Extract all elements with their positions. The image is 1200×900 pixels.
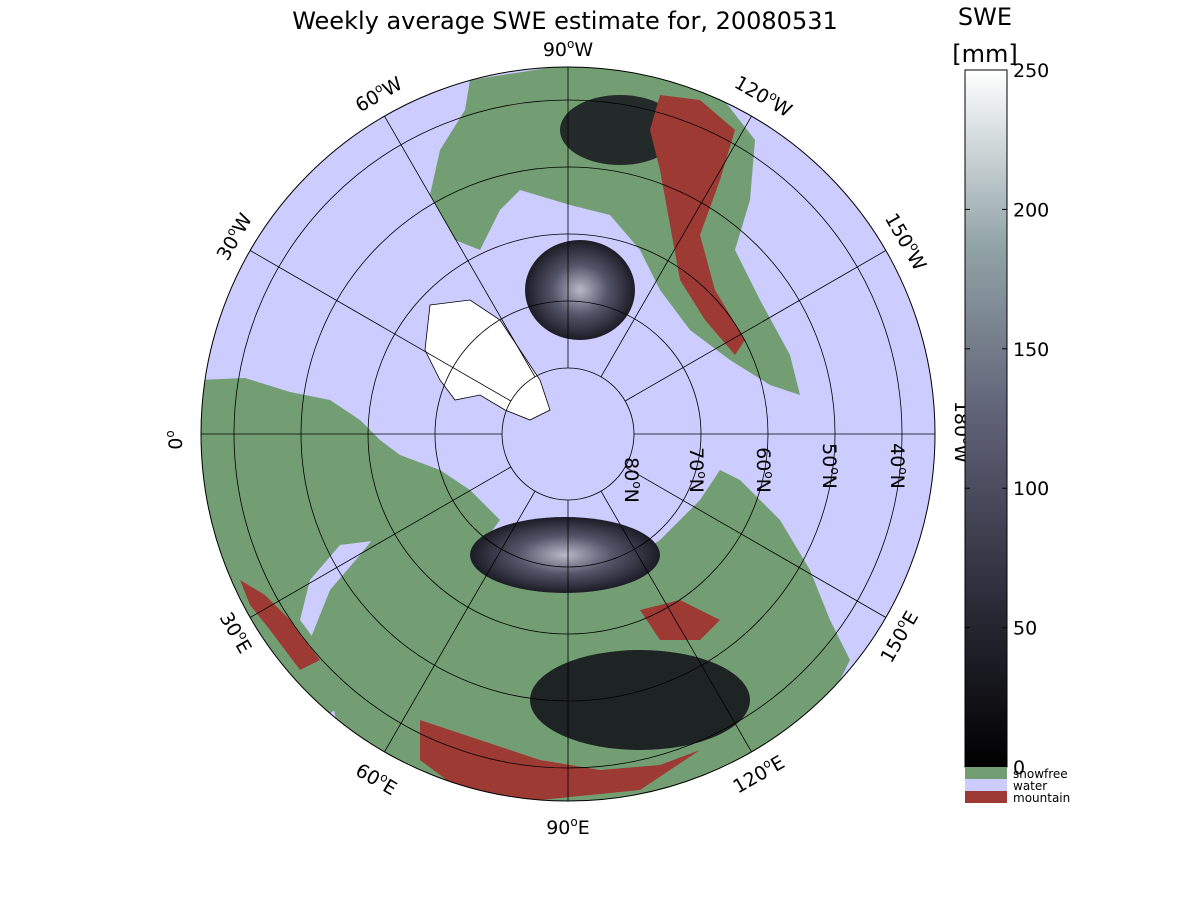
map-title: Weekly average SWE estimate for, 2008053… bbox=[292, 7, 838, 35]
lat-label-80n: 80oN bbox=[620, 457, 644, 503]
snow-cover-siberia bbox=[530, 650, 750, 750]
lon-label-0: 0o bbox=[163, 430, 187, 449]
legend-swatch-mountain bbox=[965, 791, 1007, 803]
snow-cover-arctic-archipelago bbox=[525, 240, 635, 340]
mountain-east-asia bbox=[640, 600, 720, 640]
lat-label-50n: 50oN bbox=[818, 443, 842, 489]
colorbar-tick-label: 150 bbox=[1013, 339, 1049, 361]
legend-label-water: water bbox=[1013, 779, 1047, 793]
meridian-line bbox=[624, 466, 887, 618]
legend-label-mountain: mountain bbox=[1013, 791, 1070, 805]
mountain-himalaya bbox=[420, 720, 700, 800]
colorbar-tick-label: 0 bbox=[1013, 757, 1025, 779]
lon-label-90e: 90oE bbox=[546, 815, 590, 839]
meridian-line bbox=[249, 250, 512, 402]
meridian-line bbox=[384, 490, 536, 753]
map-border bbox=[200, 66, 936, 802]
colorbar-label-swe: SWE bbox=[958, 3, 1012, 31]
lon-label-60e: 60oE bbox=[352, 758, 402, 801]
lat-label-40n: 40oN bbox=[886, 443, 910, 489]
polar-map bbox=[201, 67, 935, 801]
legend-swatch-snowfree bbox=[965, 767, 1007, 779]
latitude-labels: 80oN 70oN 60oN 50oN 40oN bbox=[620, 443, 910, 503]
lon-label-90w: 90oW bbox=[543, 37, 594, 61]
meridian-line bbox=[600, 115, 752, 378]
colorbar-gradient bbox=[964, 69, 1008, 768]
meridian-line bbox=[600, 490, 752, 753]
snow-cover-eurasia bbox=[470, 517, 660, 593]
lat-label-70n: 70oN bbox=[685, 447, 709, 493]
colorbar-label-unit: [mm] bbox=[952, 40, 1017, 68]
graticule bbox=[201, 67, 935, 801]
legend-label-snowfree: snowfree bbox=[1013, 767, 1068, 781]
meridian-line bbox=[384, 115, 536, 378]
swe-colorbar: SWE [mm] 0 50 100 150 200 250 snowfreewatermo… bbox=[952, 3, 1070, 805]
lon-label-120e: 120oE bbox=[728, 750, 788, 799]
colorbar-tick-label: 250 bbox=[1013, 60, 1049, 82]
snow-cover-canada bbox=[560, 95, 680, 165]
meridian-line bbox=[624, 250, 887, 402]
mountain-alps-scandinavia bbox=[240, 580, 320, 670]
colorbar-tick-label: 200 bbox=[1013, 199, 1049, 221]
colorbar-tick-label: 50 bbox=[1013, 618, 1037, 640]
mountain-rockies bbox=[650, 95, 745, 355]
legend-swatch-water bbox=[965, 779, 1007, 791]
meridian-line bbox=[249, 466, 512, 618]
lat-label-60n: 60oN bbox=[752, 447, 776, 493]
colorbar-tick-label: 100 bbox=[1013, 478, 1049, 500]
